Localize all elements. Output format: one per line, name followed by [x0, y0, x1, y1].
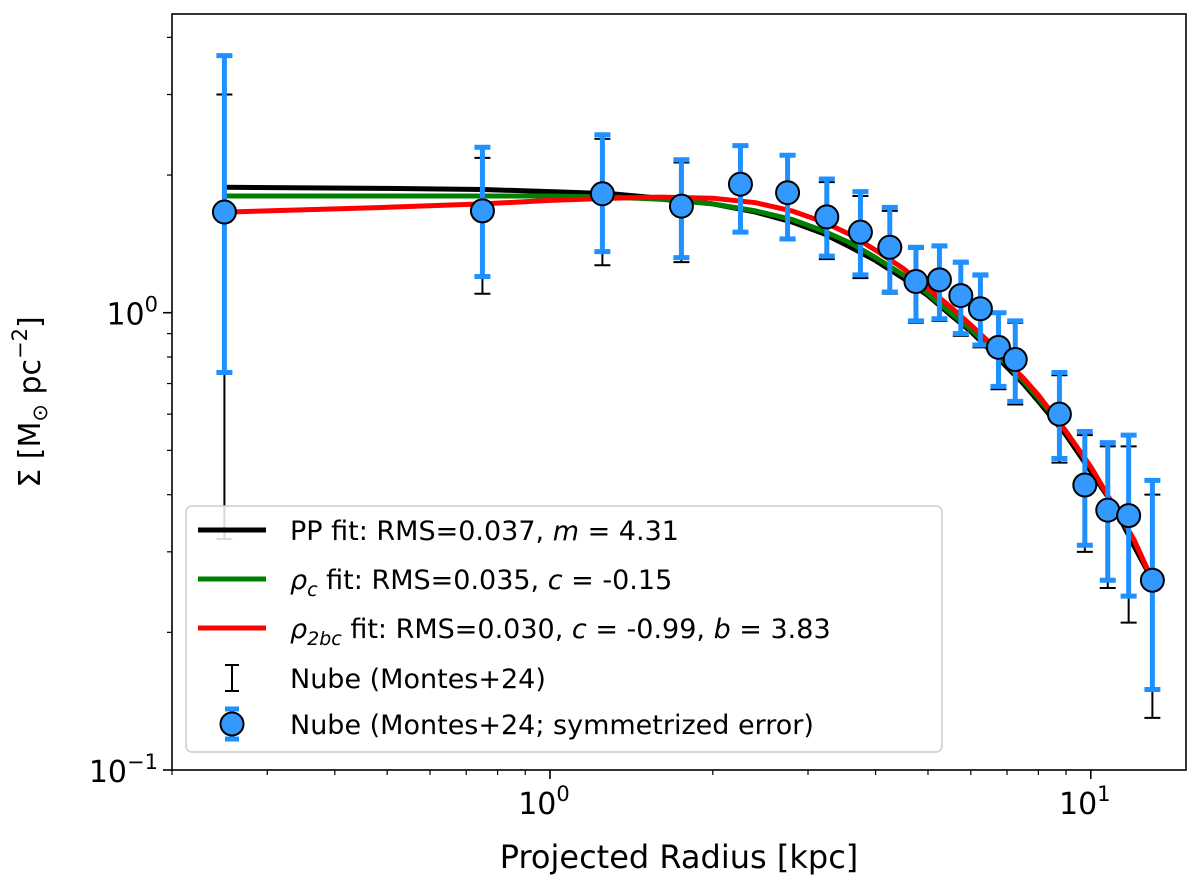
data-point	[1116, 503, 1142, 529]
axes: 100 101 10−1 100 Projected Radius [kpc] Σ [M⊙…	[8, 13, 1187, 876]
data-point	[877, 234, 903, 260]
y-tick-label: 10−1	[89, 750, 158, 790]
x-tick-label: 101	[1059, 782, 1111, 822]
data-point	[1046, 401, 1072, 427]
x-tick-label: 100	[518, 782, 570, 822]
legend-box	[185, 505, 943, 753]
x-axis-label: Projected Radius [kpc]	[500, 838, 859, 876]
data-point	[1139, 567, 1165, 593]
y-tick-label: 100	[106, 293, 158, 333]
data-point	[926, 267, 952, 293]
data-point	[847, 219, 873, 245]
legend-label-0: PP fit: RMS=0.037, m = 4.31	[290, 516, 679, 547]
data-point	[211, 199, 237, 225]
legend-label-2: ρ2bc​ fit: RMS=0.030, c = -0.99, b = 3.8…	[290, 614, 831, 650]
legend-sym-marker	[219, 711, 245, 737]
data-point	[1095, 497, 1121, 523]
data-point	[668, 193, 694, 219]
legend-label-3: Nube (Montes+24)	[290, 664, 546, 695]
data-point	[985, 334, 1011, 360]
legend: PP fit: RMS=0.037, m = 4.31 ρc​ fit: RMS=…	[185, 505, 943, 753]
data-point	[775, 180, 801, 206]
data-point	[589, 181, 615, 207]
legend-label-1: ρc​ fit: RMS=0.035, c = -0.15	[290, 565, 672, 601]
plot-frame	[171, 13, 1187, 771]
data-point	[967, 296, 993, 322]
data-point	[903, 269, 929, 295]
data-markers	[211, 171, 1165, 593]
data-point	[814, 204, 840, 230]
data-point	[727, 171, 753, 197]
legend-label-4: Nube (Montes+24; symmetrized error)	[290, 710, 814, 741]
data-point	[948, 283, 974, 309]
data-point	[469, 198, 495, 224]
y-axis-label: Σ [M⊙ pc−2]	[8, 316, 52, 487]
data-point	[1002, 347, 1028, 373]
data-point	[1072, 472, 1098, 498]
